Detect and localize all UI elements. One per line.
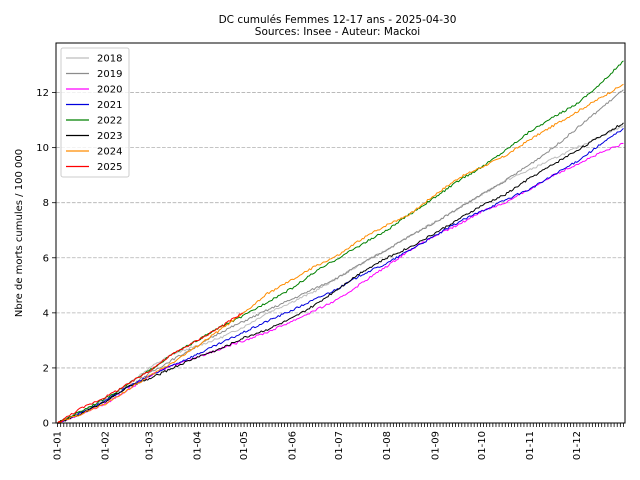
- legend: 2018 2019 2020 2021 2022 2023 2024 2025: [60, 47, 130, 178]
- y-tick-label: 6: [43, 253, 49, 264]
- series-line-2024: [57, 83, 624, 424]
- legend-label: 2022: [97, 116, 122, 127]
- x-tick-label: 01-09: [430, 431, 441, 460]
- x-tick-label: 01-04: [192, 431, 203, 460]
- y-tick-label: 0: [43, 419, 49, 430]
- series-line-2025: [57, 312, 243, 424]
- legend-label: 2025: [97, 162, 122, 173]
- y-axis-label: Nbre de morts cumules / 100 000: [14, 149, 25, 317]
- x-tick-label: 01-10: [477, 431, 488, 460]
- x-tick-label: 01-01: [53, 431, 64, 460]
- x-tick-label: 01-02: [101, 431, 112, 460]
- legend-box: [60, 47, 130, 178]
- series-line-2019: [57, 89, 624, 424]
- series-layer: [57, 60, 624, 424]
- legend-label: 2020: [97, 85, 122, 96]
- series-line-2023: [57, 122, 624, 424]
- chart-subtitle: Sources: Insee - Auteur: Mackoi: [255, 26, 420, 38]
- x-tick-label: 01-06: [287, 431, 298, 460]
- plot-frame: [55, 42, 626, 424]
- x-tick-label: 01-05: [239, 431, 250, 460]
- y-tick-label: 10: [36, 143, 49, 154]
- x-tick-label: 01-12: [572, 431, 583, 460]
- x-tick-label: 01-07: [334, 431, 345, 460]
- y-tick-label: 2: [43, 363, 49, 374]
- chart-title: DC cumulés Femmes 12-17 ans - 2025-04-30: [219, 14, 457, 26]
- legend-label: 2024: [97, 147, 122, 158]
- legend-label: 2018: [97, 54, 122, 65]
- ticks-layer: 0 2 4 6 8 10 12 01-01 01-02 01-03 01-04 01-05 01-06 0…: [36, 88, 624, 460]
- legend-label: 2021: [97, 100, 122, 111]
- y-tick-label: 12: [36, 88, 49, 99]
- x-tick-label: 01-03: [144, 431, 155, 460]
- y-tick-label: 4: [43, 308, 49, 319]
- legend-label: 2019: [97, 69, 122, 80]
- x-tick-label: 01-08: [382, 431, 393, 460]
- series-line-2022: [57, 60, 624, 424]
- x-tick-label: 01-11: [525, 431, 536, 460]
- legend-label: 2023: [97, 131, 122, 142]
- y-tick-label: 8: [43, 198, 49, 209]
